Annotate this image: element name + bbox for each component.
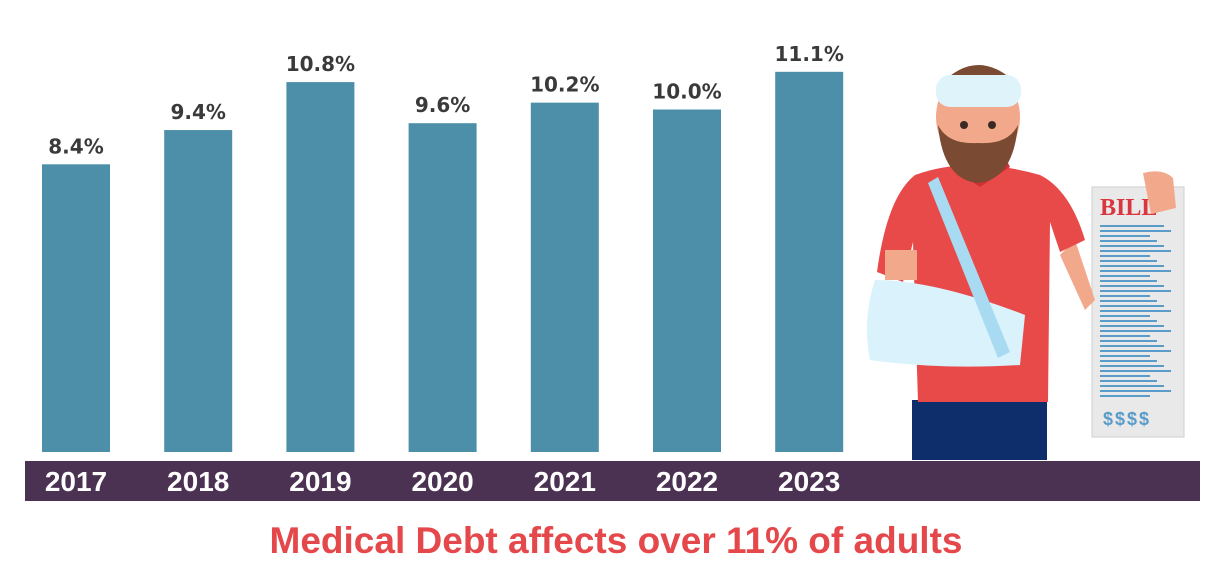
data-label: 8.4%	[48, 134, 103, 158]
x-axis-band	[25, 461, 1200, 501]
data-label: 10.2%	[530, 73, 599, 97]
x-tick-label: 2020	[411, 466, 473, 497]
data-label: 9.4%	[170, 100, 225, 124]
injured-man-with-bill-illustration: BILL $$$$	[866, 65, 1185, 460]
bar-2017	[42, 164, 110, 453]
bar-2018	[164, 130, 233, 453]
x-tick-label: 2022	[656, 466, 718, 497]
data-label: 9.6%	[415, 93, 470, 117]
data-label: 11.1%	[775, 42, 844, 66]
x-tick-label: 2021	[534, 466, 596, 497]
bill-footer: $$$$	[1103, 409, 1151, 429]
bill-heading: BILL	[1100, 195, 1157, 221]
data-label: 10.0%	[652, 80, 721, 104]
x-tick-label: 2018	[167, 466, 229, 497]
data-label: 10.8%	[286, 52, 355, 76]
x-tick-label: 2019	[289, 466, 351, 497]
bar-2021	[530, 102, 599, 453]
chart-title: Medical Debt affects over 11% of adults	[269, 520, 963, 561]
bar-2019	[286, 82, 355, 452]
bar-2023	[775, 71, 844, 452]
bar-2020	[408, 123, 477, 452]
bar-2022	[653, 109, 721, 452]
x-tick-label: 2023	[778, 466, 840, 497]
x-tick-label: 2017	[45, 466, 107, 497]
